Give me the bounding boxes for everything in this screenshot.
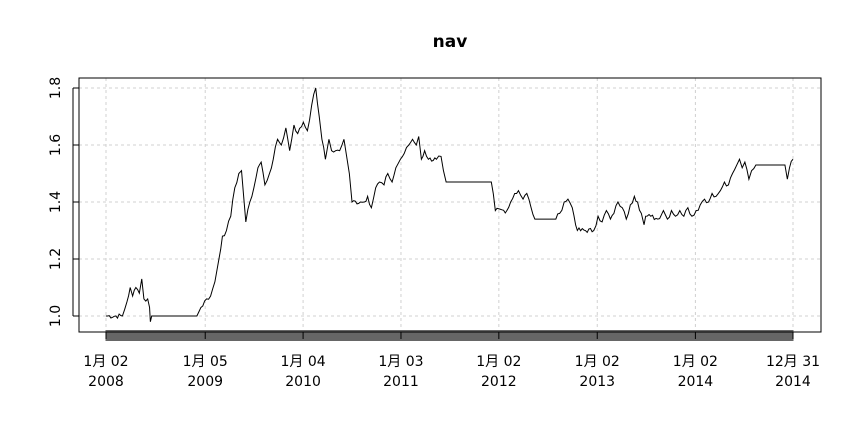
x-tick-label-year: 2014 <box>678 374 714 390</box>
x-tick-label-year: 2011 <box>383 374 419 390</box>
x-tick-label-date: 1月 05 <box>183 354 228 370</box>
x-tick-label-date: 1月 03 <box>378 354 423 370</box>
series-layer <box>105 87 794 322</box>
y-tick-label: 1.0 <box>48 305 64 327</box>
x-tick-label-year: 2013 <box>579 374 615 390</box>
x-tick-label-year: 2014 <box>775 374 811 390</box>
x-tick-label-date: 1月 02 <box>673 354 718 370</box>
x-axis: 1月 02 2008 1月 05 2009 1月 04 2010 1月 03 2011 1月 0… <box>83 331 820 390</box>
x-tick-label-date: 1月 02 <box>575 354 620 370</box>
x-tick-label-year: 2010 <box>285 374 321 390</box>
x-tick-label-date: 1月 02 <box>83 354 128 370</box>
x-tick-label-year: 2009 <box>187 374 223 390</box>
x-tick-label-date: 12月 31 <box>766 354 820 370</box>
nav-series-line <box>105 87 794 322</box>
y-tick-label: 1.6 <box>48 134 64 156</box>
plot-frame <box>78 77 822 333</box>
chart-title: nav <box>433 32 468 52</box>
x-tick-label-date: 1月 02 <box>476 354 521 370</box>
x-tick-label-year: 2008 <box>88 374 124 390</box>
x-tick-label-year: 2012 <box>481 374 517 390</box>
y-axis: 1.0 1.2 1.4 1.6 1.8 <box>48 77 79 327</box>
x-tick-label-date: 1月 04 <box>281 354 326 370</box>
grid <box>79 78 821 332</box>
y-tick-label: 1.4 <box>48 191 64 213</box>
y-tick-label: 1.8 <box>48 77 64 99</box>
y-tick-label: 1.2 <box>48 248 64 270</box>
